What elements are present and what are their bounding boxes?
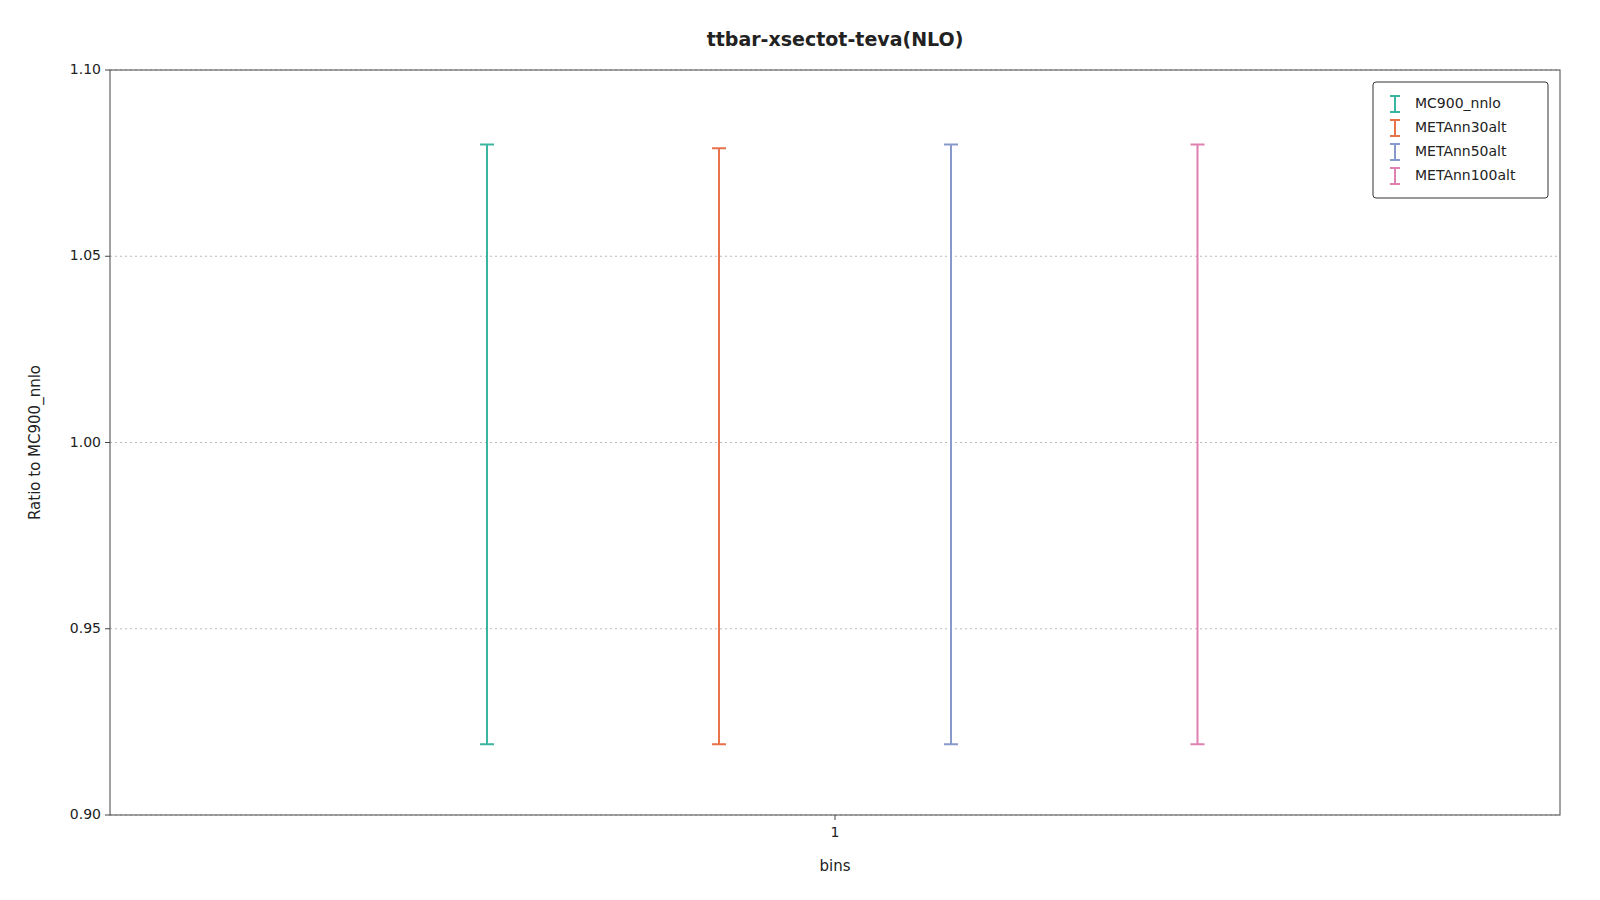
- plot-frame: [110, 70, 1560, 815]
- y-tick: [105, 628, 110, 629]
- y-tick: [105, 815, 110, 816]
- y-tick: [105, 442, 110, 443]
- grid-line: [110, 256, 1560, 257]
- y-tick-label: 1.05: [70, 247, 101, 263]
- legend-swatch: [1390, 168, 1400, 184]
- series: [480, 145, 494, 745]
- legend-swatch: [1390, 144, 1400, 160]
- series: [712, 148, 726, 744]
- y-tick: [105, 256, 110, 257]
- error-bar: [480, 145, 494, 745]
- plot-area: [480, 145, 1205, 745]
- error-bar: [944, 145, 958, 745]
- legend-swatch: [1390, 120, 1400, 136]
- grid-line: [110, 628, 1560, 629]
- legend-label: METAnn50alt: [1415, 143, 1507, 159]
- y-tick: [105, 70, 110, 71]
- y-axis-label: Ratio to MC900_nnlo: [26, 365, 45, 520]
- error-bar: [712, 148, 726, 744]
- x-tick: [835, 815, 836, 820]
- x-tick-label: 1: [831, 824, 840, 840]
- chart: 0.90 0.95 1.00 1.05 1.10 1 bins Ratio to MC900_…: [0, 0, 1600, 900]
- axes: 0.90 0.95 1.00 1.05 1.10 1: [70, 61, 840, 840]
- series: [1191, 145, 1205, 745]
- title: ttbar-xsectot-teva(NLO): [707, 28, 964, 50]
- legend-label: METAnn30alt: [1415, 119, 1507, 135]
- y-tick-label: 0.90: [70, 806, 101, 822]
- legend-swatch: [1390, 96, 1400, 112]
- background: [0, 0, 1600, 900]
- grid: [110, 70, 1560, 815]
- x-axis-label: bins: [819, 857, 850, 875]
- y-tick-label: 1.10: [70, 61, 101, 77]
- grid-line: [110, 442, 1560, 443]
- legend: MC900_nnlo METAnn30alt METAnn50alt METAnn10…: [1373, 82, 1548, 198]
- series: [944, 145, 958, 745]
- legend-box: [1373, 82, 1548, 198]
- y-tick-label: 1.00: [70, 434, 101, 450]
- legend-label: MC900_nnlo: [1415, 95, 1501, 111]
- legend-label: METAnn100alt: [1415, 167, 1516, 183]
- error-bar: [1191, 145, 1205, 745]
- y-tick-label: 0.95: [70, 620, 101, 636]
